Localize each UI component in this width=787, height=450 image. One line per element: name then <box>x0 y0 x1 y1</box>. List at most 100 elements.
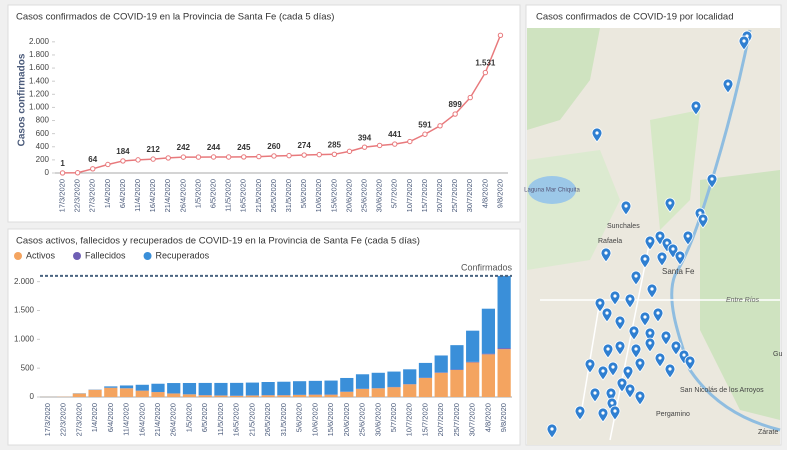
map-pin-dot <box>632 329 635 332</box>
map-pin-dot <box>668 367 671 370</box>
map-pin-dot <box>648 341 651 344</box>
x-tick-label: 15/7/2020 <box>420 403 429 436</box>
reference-label: Confirmados <box>461 262 513 272</box>
bar <box>183 383 196 394</box>
point <box>136 158 140 162</box>
point <box>287 153 291 157</box>
point <box>226 155 230 159</box>
bar <box>277 395 290 397</box>
data-label: 394 <box>358 133 372 142</box>
y-tick-label: 400 <box>36 142 50 151</box>
y-tick-label: 1.500 <box>14 306 35 315</box>
map-label: Sunchales <box>607 223 640 230</box>
x-tick-label: 1/4/2020 <box>90 403 99 432</box>
map-pin-dot <box>682 353 685 356</box>
legend-label: Recuperados <box>156 250 210 260</box>
x-tick-label: 4/8/2020 <box>480 179 489 208</box>
point <box>302 153 306 157</box>
bar <box>262 395 275 397</box>
map[interactable]: Laguna Mar Chiquita Sunchales Rafaela Sa… <box>524 28 782 445</box>
x-tick-label: 21/5/2020 <box>247 403 256 436</box>
bar <box>151 392 164 397</box>
map-pin-dot <box>610 401 613 404</box>
x-tick-label: 6/4/2020 <box>118 179 127 208</box>
map-pin-dot <box>686 234 689 237</box>
bar <box>167 383 180 393</box>
x-tick-label: 30/6/2020 <box>373 403 382 436</box>
point <box>60 171 64 175</box>
bar <box>356 389 369 397</box>
bar <box>324 395 337 397</box>
y-tick-label: 600 <box>36 129 50 138</box>
legend-marker <box>73 252 81 260</box>
map-pin-dot <box>634 274 637 277</box>
bar <box>498 349 511 397</box>
map-label: Rafaela <box>598 238 622 245</box>
x-tick-label: 30/7/2020 <box>468 403 477 436</box>
chart-title: Casos confirmados de COVID-19 en la Prov… <box>16 12 334 23</box>
bar <box>293 381 306 395</box>
map-pin-dot <box>626 369 629 372</box>
map-pin-dot <box>638 394 641 397</box>
y-tick-label: 2.000 <box>14 277 35 286</box>
bar <box>151 384 164 392</box>
x-tick-label: 22/3/2020 <box>73 179 82 212</box>
bar <box>262 382 275 395</box>
data-label: 285 <box>328 140 342 149</box>
y-tick-label: 1.600 <box>29 63 50 72</box>
map-pin-dot <box>668 201 671 204</box>
data-label: 274 <box>297 141 311 150</box>
bar <box>88 390 101 397</box>
y-tick-label: 0 <box>45 168 50 177</box>
x-tick-label: 6/4/2020 <box>106 403 115 432</box>
point <box>181 155 185 159</box>
map-pin-dot <box>609 391 612 394</box>
data-label: 212 <box>146 145 160 154</box>
x-tick-label: 20/7/2020 <box>436 403 445 436</box>
bar <box>104 388 117 397</box>
map-pin-dot <box>643 257 646 260</box>
bar <box>340 378 353 392</box>
x-tick-label: 21/5/2020 <box>254 179 263 212</box>
bar <box>293 395 306 397</box>
x-tick-label: 16/5/2020 <box>232 403 241 436</box>
point <box>257 154 261 158</box>
y-tick-label: 1.000 <box>14 334 35 343</box>
x-tick-label: 15/6/2020 <box>326 403 335 436</box>
x-tick-label: 5/6/2020 <box>295 403 304 432</box>
bar <box>214 396 227 397</box>
bar <box>403 384 416 397</box>
map-label: Laguna Mar Chiquita <box>524 188 580 194</box>
y-axis-title: Casos confirmados <box>17 53 28 146</box>
point <box>75 171 79 175</box>
y-tick-label: 1.200 <box>29 89 50 98</box>
data-label: 591 <box>418 120 432 129</box>
bar <box>309 395 322 397</box>
x-tick-label: 10/7/2020 <box>405 403 414 436</box>
y-tick-label: 500 <box>21 363 35 372</box>
map-pin-dot <box>648 331 651 334</box>
bar <box>136 385 149 391</box>
map-label: San Nicolás de los Arroyos <box>680 387 764 394</box>
bar <box>372 373 385 388</box>
point <box>453 112 457 116</box>
x-tick-label: 6/5/2020 <box>209 179 218 208</box>
map-title: Casos confirmados de COVID-19 por locali… <box>536 12 733 23</box>
map-label: Entre Ríos <box>726 297 760 304</box>
point <box>196 155 200 159</box>
point <box>332 152 336 156</box>
x-tick-label: 15/7/2020 <box>420 179 429 212</box>
map-pin-dot <box>578 409 581 412</box>
x-tick-label: 26/4/2020 <box>178 179 187 212</box>
x-tick-label: 31/5/2020 <box>284 179 293 212</box>
data-label: 1 <box>60 159 65 168</box>
map-pin-dot <box>634 347 637 350</box>
x-tick-label: 16/4/2020 <box>148 179 157 212</box>
x-tick-label: 1/5/2020 <box>184 403 193 432</box>
bar <box>466 362 479 397</box>
point <box>121 159 125 163</box>
map-pin-dot <box>618 344 621 347</box>
map-pin-dot <box>611 365 614 368</box>
map-pin-dot <box>550 427 553 430</box>
bar <box>482 354 495 397</box>
